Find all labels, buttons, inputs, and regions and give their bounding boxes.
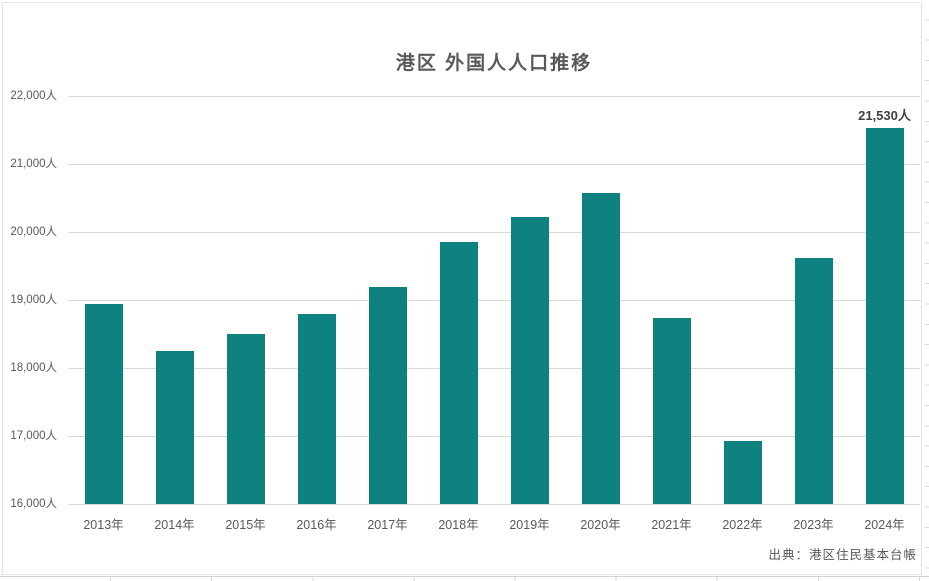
sheet-gridline-bottom <box>0 576 929 577</box>
source-note: 出典：港区住民基本台帳 <box>768 548 917 562</box>
sheet-column-ticks <box>10 577 929 581</box>
chart-frame <box>2 2 922 575</box>
sheet-row-ticks <box>925 0 929 576</box>
chart-title: 港区 外国人人口推移 <box>395 53 593 74</box>
